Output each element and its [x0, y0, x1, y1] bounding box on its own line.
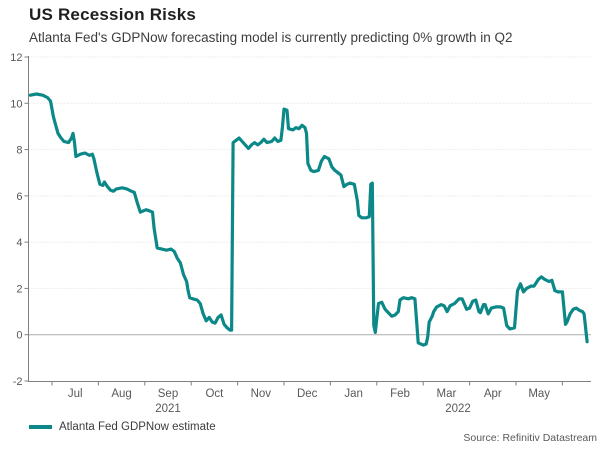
- legend-label: Atlanta Fed GDPNow estimate: [59, 421, 216, 433]
- y-tick-label: 2: [16, 283, 22, 295]
- year-label: 2022: [445, 403, 471, 415]
- month-label: Feb: [390, 388, 410, 400]
- chart-subtitle: Atlanta Fed's GDPNow forecasting model i…: [29, 30, 513, 45]
- month-label: Sep: [158, 388, 178, 400]
- month-label: May: [528, 388, 550, 400]
- y-axis-tick-labels: 12 10 8 6 4 2 0 -2: [10, 52, 22, 388]
- legend: Atlanta Fed GDPNow estimate: [29, 421, 216, 433]
- source-attribution: Source: Refinitiv Datastream: [463, 432, 597, 444]
- month-label: Aug: [111, 388, 131, 400]
- month-label: Dec: [297, 388, 318, 400]
- month-label: Apr: [484, 388, 502, 400]
- legend-line-swatch: [29, 425, 52, 429]
- month-label: Jul: [68, 388, 83, 400]
- month-label: Mar: [436, 388, 456, 400]
- y-tick-label: 0: [16, 330, 22, 342]
- month-label: Oct: [205, 388, 224, 400]
- year-label: 2021: [155, 403, 181, 415]
- y-tick-label: 4: [16, 237, 22, 249]
- y-tick-label: 8: [16, 145, 22, 157]
- gdpnow-series-line: [28, 92, 589, 347]
- y-tick-label: -2: [13, 376, 23, 388]
- x-axis-tick-labels: Jul Aug Sep Oct Nov Dec Jan Feb Mar Apr May 2021 202…: [68, 388, 550, 415]
- y-tick-label: 6: [16, 191, 22, 203]
- gridlines: [28, 56, 591, 336]
- axes: [24, 56, 591, 386]
- page-title: US Recession Risks: [29, 5, 197, 24]
- y-tick-label: 10: [10, 98, 22, 110]
- month-label: Jan: [344, 388, 363, 400]
- month-label: Nov: [251, 388, 272, 400]
- y-tick-label: 12: [10, 52, 22, 64]
